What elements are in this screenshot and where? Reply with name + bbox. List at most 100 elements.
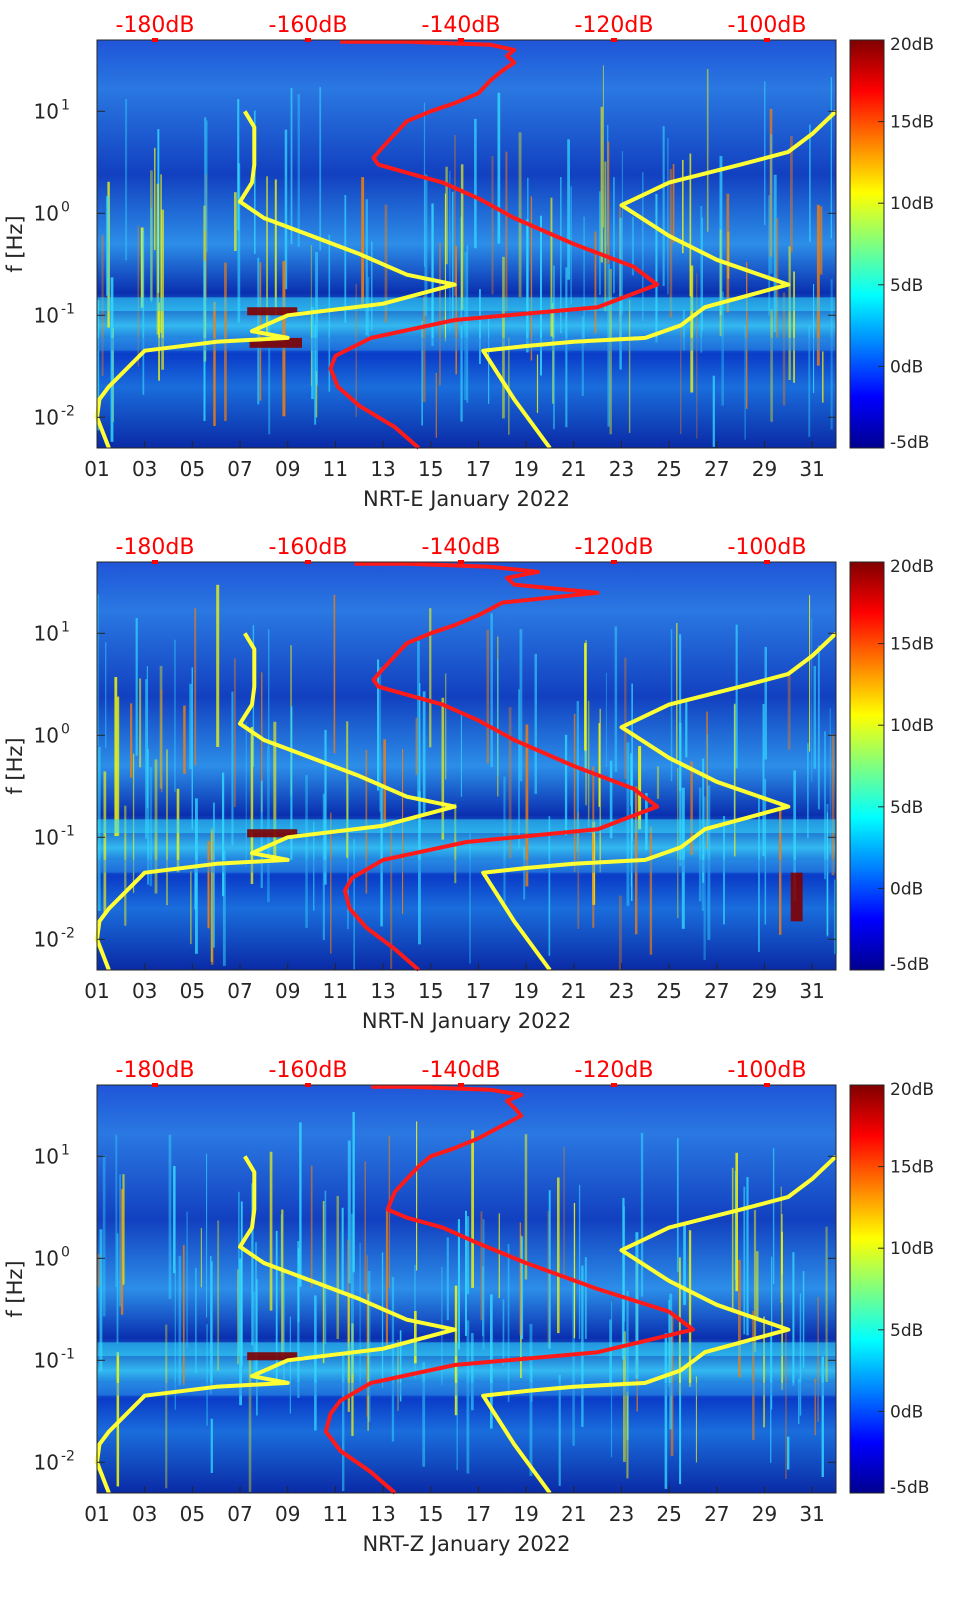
streak-mark: [103, 771, 107, 914]
x-axis-title: NRT-Z January 2022: [362, 1532, 570, 1556]
streak-mark: [454, 134, 456, 296]
y-tick-label: 10: [34, 1348, 59, 1372]
streak-mark: [610, 1301, 613, 1458]
streak-mark: [631, 216, 634, 276]
colorbar-tick-label: 5dB: [890, 798, 923, 818]
streak-mark: [830, 77, 832, 239]
spectrogram-streaks: [97, 1112, 828, 1492]
streak-mark: [830, 279, 833, 430]
colorbar-tick-label: 0dB: [890, 357, 923, 377]
y-tick-label: 10: [34, 1144, 59, 1168]
x-tick-label: 19: [513, 1502, 538, 1526]
streak-mark: [466, 1320, 470, 1474]
x-tick-label: 05: [180, 457, 205, 481]
yellow-low-noise-model: [95, 110, 457, 449]
x-tick-label: 01: [84, 979, 109, 1003]
streak-mark: [527, 177, 529, 318]
x-tick-label: 17: [466, 1502, 491, 1526]
streak-mark: [785, 1327, 787, 1479]
streak-mark: [160, 174, 162, 333]
streak-mark: [738, 1259, 741, 1378]
x-tick-label: 21: [561, 1502, 586, 1526]
x-tick-label: 29: [752, 457, 777, 481]
x-tick-label: 17: [466, 979, 491, 1003]
plot-frame: [96, 39, 837, 449]
streak-mark: [154, 147, 156, 250]
x-tick-label: 19: [513, 457, 538, 481]
streak-mark: [701, 217, 703, 331]
x-tick-label: 15: [418, 457, 443, 481]
streak-mark: [669, 1293, 673, 1430]
x-tick-label: 29: [752, 979, 777, 1003]
streak-mark: [638, 746, 642, 830]
streak-mark: [623, 1331, 626, 1462]
streak-mark: [825, 1226, 828, 1383]
top-db-label: -140dB: [422, 1058, 501, 1083]
spectrogram-background: [97, 562, 836, 970]
streak-mark: [466, 1216, 470, 1295]
streak-mark: [471, 1130, 474, 1288]
x-tick-label: 27: [704, 1502, 729, 1526]
streak-mark: [529, 1323, 533, 1476]
streak-mark: [330, 812, 332, 954]
x-tick-label: 31: [799, 457, 824, 481]
streak-mark: [174, 639, 176, 792]
streak-mark: [817, 1297, 819, 1422]
x-tick-label: 29: [752, 1502, 777, 1526]
streak-mark: [135, 618, 138, 756]
streak-mark: [110, 277, 114, 442]
top-db-label: -100dB: [728, 1058, 807, 1083]
streak-mark: [415, 717, 418, 775]
streak-mark: [289, 1316, 291, 1414]
streak-mark: [813, 665, 816, 769]
streak-mark: [390, 825, 393, 969]
streak-mark: [798, 1378, 800, 1424]
hot-event: [247, 829, 298, 838]
yellow-high-noise-model: [481, 109, 838, 450]
streak-mark: [174, 1270, 176, 1410]
top-db-label: -120dB: [575, 535, 654, 560]
streak-mark: [364, 1161, 366, 1293]
y-tick-exponent: 0: [61, 199, 70, 215]
streak-mark: [712, 375, 715, 447]
streak-mark: [688, 1230, 692, 1387]
streak-mark: [359, 1243, 361, 1386]
x-tick-label: 25: [656, 1502, 681, 1526]
streak-mark: [536, 354, 539, 413]
streak-mark: [419, 683, 421, 831]
top-db-label: -120dB: [575, 1058, 654, 1083]
streak-mark: [342, 1355, 345, 1492]
streak-mark: [233, 658, 236, 808]
streak-mark: [222, 772, 225, 897]
top-db-tick: [611, 38, 617, 42]
top-db-tick: [611, 1083, 617, 1087]
x-tick-label: 09: [275, 979, 300, 1003]
streak-mark: [735, 624, 738, 769]
hot-event: [247, 1352, 298, 1361]
x-tick-label: 23: [609, 1502, 634, 1526]
streak-mark: [585, 640, 587, 806]
streak-mark: [600, 106, 603, 263]
streak-mark: [726, 193, 730, 313]
streak-mark: [690, 761, 693, 855]
streak-mark: [793, 770, 796, 902]
colorbar-tick-label: 0dB: [890, 1402, 923, 1422]
x-tick-label: 07: [227, 457, 252, 481]
streak-mark: [734, 1170, 736, 1281]
streak-mark: [628, 299, 631, 433]
top-db-label: -180dB: [116, 535, 195, 560]
colorbar-tick-label: 15dB: [890, 635, 934, 655]
streak-mark: [381, 1252, 384, 1389]
streak-mark: [341, 1207, 344, 1295]
hot-event: [249, 337, 303, 348]
colorbar: [849, 561, 885, 971]
red-pressure-curve: [342, 561, 660, 972]
streak-mark: [114, 677, 118, 837]
streak-mark: [424, 174, 428, 317]
y-tick-label: 10: [34, 303, 59, 327]
streak-mark: [683, 1222, 686, 1305]
streak-mark: [353, 839, 355, 970]
streak-mark: [681, 787, 685, 929]
red-pressure-curve: [323, 1084, 695, 1495]
